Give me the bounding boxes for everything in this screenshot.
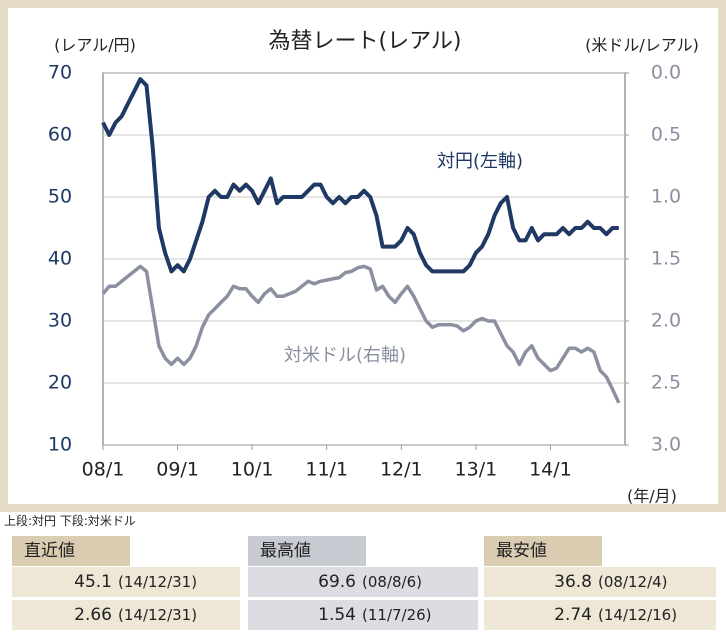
x-axis-label: (年/月) [627,487,677,506]
value-cell: 69.6 [318,572,356,592]
series-line [101,264,621,404]
x-tick-label: 09/1 [156,459,199,481]
y2-tick-label: 0.0 [651,62,681,84]
header-cell: 最高値 [248,536,366,566]
y2-tick-label: 3.0 [651,434,681,456]
y2-tick-label: 1.0 [651,186,681,208]
header-cell: 直近値 [12,536,130,566]
row-cell-bg [248,600,478,630]
series-line [101,77,619,274]
date-cell: (14/12/31) [118,573,198,591]
y-axis-label: (レアル/円) [54,36,136,55]
y-tick-label: 60 [48,124,72,146]
x-tick-label: 14/1 [529,459,572,481]
x-tick-label: 11/1 [305,459,348,481]
row-cell-bg [248,567,478,597]
date-cell: (11/7/26) [362,606,432,624]
y-tick-label: 50 [48,186,72,208]
y-tick-label: 70 [48,62,72,84]
x-tick-label: 13/1 [455,459,498,481]
y-tick-label: 40 [48,248,72,270]
y-tick-label: 10 [48,434,72,456]
value-cell: 45.1 [74,572,112,592]
date-cell: (14/12/31) [118,606,198,624]
chart: 為替レート(レアル) (レアル/円) (米ドル/レアル) (年/月) 対円(左軸… [0,0,726,512]
x-tick-label: 12/1 [380,459,423,481]
value-cell: 2.74 [554,605,592,625]
y-tick-label: 20 [48,372,72,394]
y2-tick-label: 1.5 [651,248,681,270]
row-cell-bg [12,600,240,630]
row-cell-bg [484,567,716,597]
note: 上段:対円 下段:対米ドル [4,514,136,528]
y2-tick-label: 2.0 [651,310,681,332]
value-cell: 1.54 [318,605,356,625]
annotation: 対米ドル(右軸) [284,345,406,366]
chart-title: 為替レート(レアル) [269,29,462,54]
y2-axis-label: (米ドル/レアル) [585,36,699,55]
y-tick-label: 30 [48,310,72,332]
row-cell-bg [484,600,716,630]
y2-tick-label: 0.5 [651,124,681,146]
value-cell: 2.66 [74,605,112,625]
value-cell: 36.8 [554,572,592,592]
date-cell: (08/12/4) [598,573,668,591]
y2-tick-label: 2.5 [651,372,681,394]
date-cell: (14/12/16) [598,606,678,624]
date-cell: (08/8/6) [362,573,422,591]
annotation: 対円(左軸) [437,151,523,172]
x-tick-label: 10/1 [231,459,274,481]
row-cell-bg [12,567,240,597]
header-cell: 最安値 [484,536,602,566]
x-tick-label: 08/1 [82,459,125,481]
